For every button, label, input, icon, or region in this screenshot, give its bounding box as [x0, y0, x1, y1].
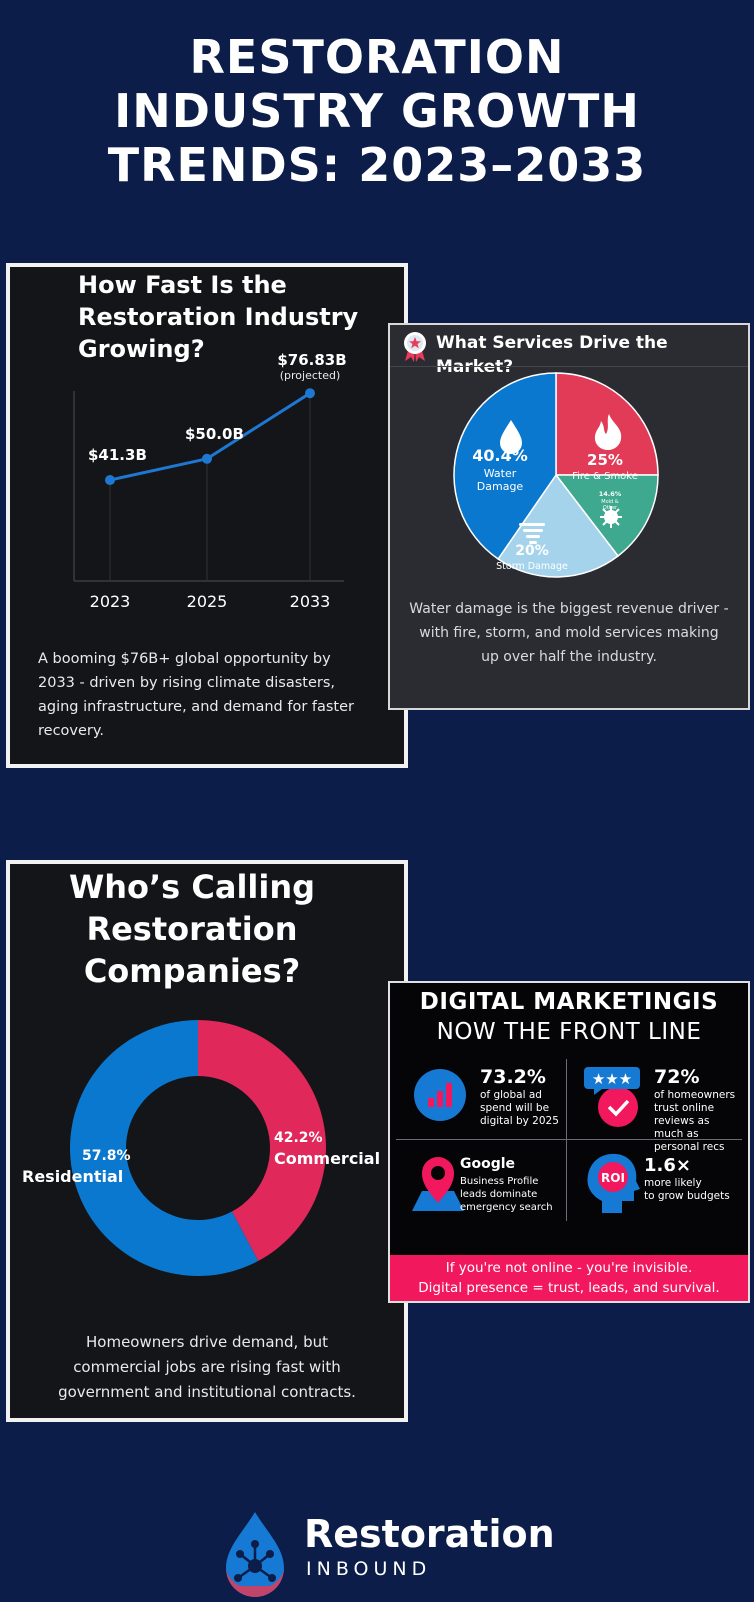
- title-line: INDUSTRY GROWTH: [114, 84, 640, 138]
- title-line: Restoration: [86, 910, 298, 948]
- banner-line: Digital presence = trust, leads, and sur…: [418, 1280, 720, 1296]
- title-line: Restoration Industry: [78, 303, 359, 331]
- divider-vertical: [566, 1059, 567, 1221]
- caption-line: Homeowners drive demand, but: [86, 1333, 328, 1351]
- services-panel: What Services Drive the Market? 40.4% Wat…: [388, 323, 750, 710]
- caption-line: up over half the industry.: [481, 649, 657, 665]
- title-line: Companies?: [83, 952, 301, 990]
- title-line: TRENDS: 2023–2033: [107, 138, 647, 192]
- growth-caption: A booming $76B+ global opportunity by 20…: [38, 647, 388, 743]
- x-tick-label: 2033: [290, 592, 331, 611]
- slice-value-label: 25%: [587, 451, 623, 469]
- x-tick-label: 2025: [187, 592, 228, 611]
- flame-icon: [594, 414, 622, 450]
- stat-value: 72%: [654, 1066, 700, 1088]
- pie-slice: [555, 372, 659, 476]
- title-line: RESTORATION: [189, 30, 565, 84]
- stat-value: 1.6×: [644, 1155, 691, 1176]
- donut-slice: [198, 1020, 326, 1261]
- banner-line: If you're not online - you're invisible.: [445, 1260, 693, 1276]
- growth-chart-title: How Fast Is the Restoration Industry Gro…: [78, 269, 358, 365]
- brand-sub: INBOUND: [306, 1558, 432, 1580]
- caption-line: A booming $76B+ global opportunity by: [38, 651, 331, 667]
- donut-slice: [70, 1020, 259, 1276]
- digital-banner: If you're not online - you're invisible.…: [390, 1255, 748, 1301]
- virus-icon: [600, 506, 622, 528]
- title-line: How Fast Is the: [78, 271, 287, 299]
- water-drop-icon: [500, 420, 522, 454]
- slice-name-label: Mold &: [601, 499, 619, 505]
- data-point: [305, 388, 315, 399]
- title-line: Who’s Calling: [68, 868, 316, 906]
- projected-note: (projected): [280, 369, 341, 382]
- data-point: [202, 453, 212, 464]
- stat-value: 73.2%: [480, 1066, 546, 1088]
- pie-slice: [453, 372, 557, 561]
- digital-title-line2: NOW THE FRONT LINE: [436, 1019, 702, 1045]
- caption-line: Water damage is the biggest revenue driv…: [409, 601, 729, 617]
- services-chart-title: What Services Drive the Market?: [436, 333, 668, 377]
- bar-chart-icon: [414, 1069, 466, 1121]
- donut-label: 42.2%: [274, 1130, 323, 1146]
- award-ribbon-icon: [402, 331, 428, 363]
- divider-horizontal: [396, 1139, 742, 1140]
- stat-description: of homeowners trust online reviews as mu…: [654, 1089, 736, 1153]
- slice-value-label: 20%: [515, 543, 549, 559]
- slice-name-label: Storm Damage: [496, 561, 568, 572]
- data-label: $76.83B: [277, 351, 346, 369]
- caption-line: recovery.: [38, 723, 104, 739]
- tornado-icon: [519, 523, 545, 544]
- services-caption: Water damage is the biggest revenue driv…: [390, 597, 748, 669]
- stat-description: Business Profile leads dominate emergenc…: [460, 1176, 553, 1213]
- caption-line: 2033 - driven by rising climate disaster…: [38, 675, 336, 691]
- title-line: Growing?: [78, 335, 205, 363]
- caption-line: commercial jobs are rising fast with: [73, 1358, 341, 1376]
- x-tick-label: 2023: [90, 592, 131, 611]
- roi-label: ROI: [601, 1171, 625, 1185]
- page-title: RESTORATION INDUSTRY GROWTH TRENDS: 2023…: [0, 30, 754, 192]
- pie-slice: [497, 473, 620, 578]
- stat-description: more likely to grow budgets: [644, 1177, 730, 1202]
- data-point: [105, 475, 115, 486]
- slice-value-label: 40.4%: [472, 446, 528, 465]
- slice-name-label: Water: [484, 467, 517, 480]
- map-pin-icon: [408, 1151, 468, 1215]
- slice-name-label: Damage: [477, 480, 524, 493]
- svg-text:★★★: ★★★: [592, 1070, 632, 1088]
- growth-line-chart: $41.3B $50.0B $76.83B(projected) 2023 2025 2…: [73, 351, 347, 611]
- donut-label: Commercial: [274, 1149, 380, 1168]
- data-label: $50.0B: [185, 425, 244, 443]
- slice-value-label: 14.6%: [599, 490, 622, 498]
- stat-value: Google: [460, 1156, 516, 1172]
- donut-label: Residential: [22, 1167, 123, 1186]
- brand-logo-icon: [218, 1508, 292, 1598]
- slice-name-label: Other: [603, 505, 618, 511]
- caption-line: with fire, storm, and mold services maki…: [419, 625, 719, 641]
- brand-name: Restoration: [304, 1512, 555, 1556]
- slice-name-label: Fire & Smoke: [572, 471, 638, 482]
- data-label: $41.3B: [88, 446, 147, 464]
- review-stars-icon: ★★★: [580, 1061, 650, 1131]
- digital-marketing-panel: DIGITAL MARKETINGIS NOW THE FRONT LINE 7…: [388, 981, 750, 1303]
- caption-line: aging infrastructure, and demand for fas…: [38, 699, 354, 715]
- callers-caption: Homeowners drive demand, but commercial …: [10, 1330, 404, 1405]
- callers-chart-title: Who’s Calling Restoration Companies?: [10, 866, 404, 992]
- donut-label: 57.8%: [82, 1148, 131, 1164]
- callers-panel: Who’s Calling Restoration Companies? 57.…: [6, 860, 408, 1422]
- roi-head-icon: ROI: [582, 1149, 640, 1215]
- caption-line: government and institutional contracts.: [58, 1383, 356, 1401]
- divider: [390, 366, 748, 367]
- callers-donut-chart: 57.8% Residential 42.2% Commercial: [22, 1020, 380, 1276]
- growth-panel: How Fast Is the Restoration Industry Gro…: [6, 263, 408, 768]
- digital-title-line1: DIGITAL MARKETINGIS: [419, 989, 719, 1015]
- stat-description: of global ad spend will be digital by 20…: [480, 1089, 559, 1127]
